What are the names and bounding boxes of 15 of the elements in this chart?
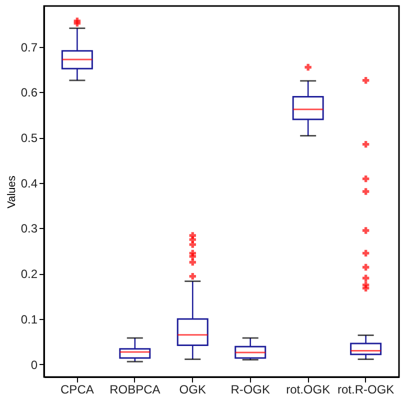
y-tick-label: 0 bbox=[30, 358, 38, 372]
x-tick-label: ROBPCA bbox=[110, 382, 160, 396]
y-tick-label: 0.7 bbox=[20, 40, 38, 54]
x-tick-label: R-OGK bbox=[230, 382, 270, 396]
y-tick-label: 0.3 bbox=[20, 222, 38, 236]
y-tick-label: 0.4 bbox=[20, 176, 38, 190]
x-tick-label: rot.R-OGK bbox=[337, 382, 394, 396]
y-tick-label: 0.1 bbox=[20, 312, 38, 326]
y-tick-label: 0.6 bbox=[20, 86, 38, 100]
x-tick-label: OGK bbox=[179, 382, 206, 396]
y-axis-title: Values bbox=[6, 175, 18, 208]
y-tick-label: 0.5 bbox=[20, 131, 38, 146]
x-tick-label: rot.OGK bbox=[286, 382, 330, 396]
x-tick-label: CPCA bbox=[60, 382, 94, 396]
y-tick-label: 0.2 bbox=[20, 267, 38, 282]
